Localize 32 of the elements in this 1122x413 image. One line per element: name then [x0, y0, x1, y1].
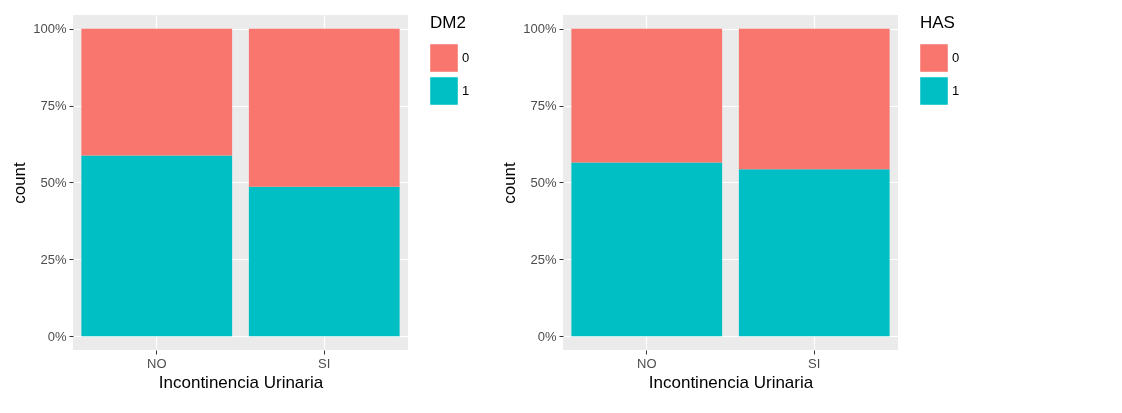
legend-label: 0 [462, 50, 470, 65]
x-tick-label: NO [147, 355, 167, 371]
bar [248, 186, 400, 337]
legend-label: 0 [952, 50, 960, 65]
y-tick-label: 0% [537, 328, 557, 344]
x-tick-label: SI [318, 355, 331, 371]
bar [571, 28, 723, 163]
y-tick-label: 0% [47, 328, 67, 344]
y-tick-label: 100% [523, 21, 557, 37]
legend-label: 1 [462, 83, 470, 98]
legend-label: 1 [952, 83, 960, 98]
x-tick-label: NO [637, 355, 657, 371]
y-tick-label: 25% [40, 251, 67, 267]
legend-title: HAS [920, 13, 955, 32]
legend-title: DM2 [430, 13, 466, 32]
x-axis-title: Incontinencia Urinaria [648, 372, 814, 392]
y-axis-title: count [10, 161, 30, 204]
y-axis-title: count [500, 161, 520, 204]
bar [81, 28, 233, 156]
y-tick-label: 50% [40, 175, 67, 190]
bar [248, 28, 400, 187]
y-tick-label: 25% [530, 251, 557, 267]
x-tick-label: SI [808, 355, 821, 371]
bar [81, 155, 233, 337]
y-tick-label: 100% [33, 21, 67, 37]
y-tick-label: 75% [530, 98, 557, 114]
y-tick-label: 75% [40, 98, 67, 114]
x-axis-title: Incontinencia Urinaria [158, 372, 324, 392]
bar [738, 169, 890, 337]
bar [738, 28, 890, 170]
bar [571, 162, 723, 337]
y-tick-label: 50% [530, 175, 557, 190]
